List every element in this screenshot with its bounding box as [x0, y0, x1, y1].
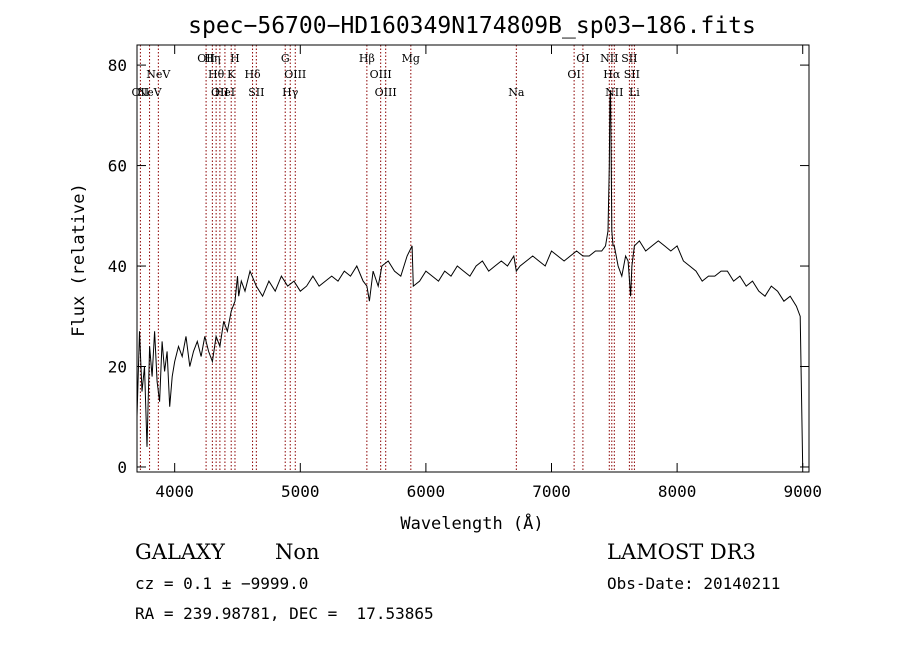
x-tick-label: 9000: [783, 482, 822, 501]
x-axis-label: Wavelength (Å): [400, 512, 543, 534]
spectral-line-label: Li: [629, 86, 640, 99]
y-tick-label: 80: [108, 56, 127, 75]
spectral-line-label: Hγ: [282, 86, 299, 99]
coordinates-readout: RA = 239.98781, DEC = 17.53865: [135, 604, 434, 623]
spectral-line-label: OI: [567, 68, 580, 81]
x-tick-label: 8000: [658, 482, 697, 501]
survey-name: LAMOST DR3: [607, 540, 756, 564]
x-axis: 4000 5000 6000 7000 8000 9000: [155, 45, 822, 501]
spectral-line-label: SII: [624, 68, 640, 81]
y-tick-label: 40: [108, 257, 127, 276]
spectral-line-label: K: [227, 68, 236, 81]
spectral-line-label: H: [230, 52, 240, 65]
x-tick-label: 4000: [155, 482, 194, 501]
spectral-line-label: SII: [248, 86, 264, 99]
spectral-line-label: Hδ: [244, 68, 261, 81]
spectral-line-label: Hθ: [208, 68, 225, 81]
spectral-line-label: Hη: [204, 52, 220, 65]
chart-title: spec−56700−HD160349N174809B_sp03−186.fit…: [188, 13, 756, 39]
spectral-line-label: Na: [508, 86, 525, 99]
spectral-line-label: HeI: [215, 86, 235, 99]
y-tick-label: 0: [117, 458, 127, 477]
spectral-line-label: NII: [600, 52, 618, 65]
plot-frame: [136, 44, 810, 473]
spectral-line-label: Hβ: [359, 52, 375, 65]
spectral-line-label: SII: [621, 52, 637, 65]
spectral-line-label: Hα: [603, 68, 621, 81]
x-tick-label: 7000: [532, 482, 571, 501]
spectral-line-label: OII: [211, 86, 229, 99]
x-tick-label: 6000: [407, 482, 446, 501]
spectral-line-label: OIII: [370, 68, 392, 81]
spectral-line-label: OIII: [375, 86, 397, 99]
spectral-line-label: NeV: [146, 68, 171, 81]
object-class: GALAXY: [135, 540, 225, 564]
line-label-group: OIINeVNeVOIIHηHθOIIHeIKHHδSIIGHγOIIIHβOI…: [132, 52, 641, 99]
y-tick-label: 60: [108, 157, 127, 176]
spectral-line-label: OIII: [284, 68, 306, 81]
spectral-line-label: NII: [605, 86, 623, 99]
spectral-line-label: OI: [576, 52, 589, 65]
spectral-line-label: NeV: [138, 86, 163, 99]
observation-date: Obs-Date: 20140211: [607, 574, 781, 593]
y-axis: 0 20 40 60 80: [108, 56, 809, 477]
object-subclass: Non: [275, 540, 320, 564]
spectral-line-label: OII: [132, 86, 150, 99]
x-tick-label: 5000: [281, 482, 320, 501]
spectral-line-label: Mg: [402, 52, 420, 65]
spectral-line-label: OII: [197, 52, 215, 65]
spectrum-series-line: [136, 90, 804, 468]
line-marker-group: [139, 45, 635, 472]
spectral-line-label: G: [281, 52, 290, 65]
redshift-readout: cz = 0.1 ± −9999.0: [135, 574, 309, 593]
y-tick-label: 20: [108, 358, 127, 377]
y-axis-label: Flux (relative): [69, 183, 89, 337]
